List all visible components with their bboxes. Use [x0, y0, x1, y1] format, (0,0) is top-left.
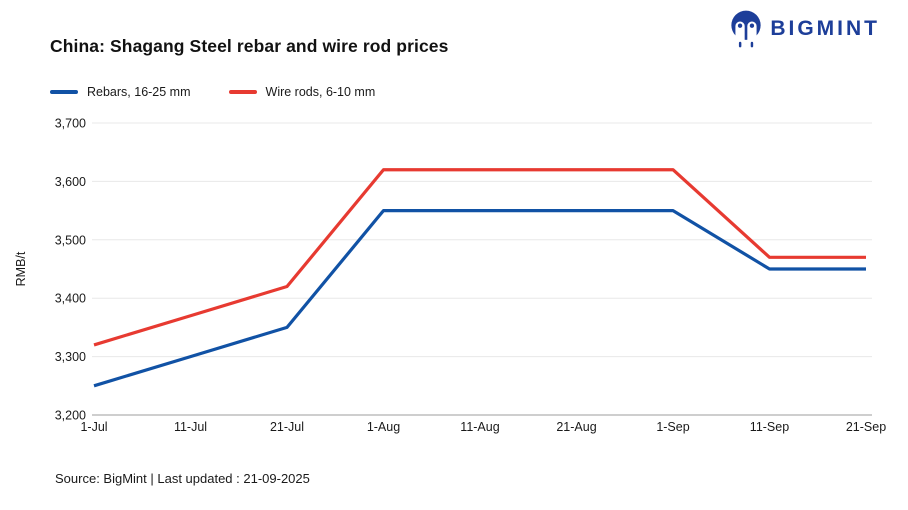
bigmint-logo-text: BIGMINT [770, 17, 880, 40]
legend-label: Wire rods, 6-10 mm [265, 85, 376, 99]
x-tick-label: 21-Aug [556, 420, 596, 434]
x-tick-label: 11-Sep [750, 420, 789, 434]
legend-item-0: Rebars, 16-25 mm [50, 85, 191, 99]
page-title: China: Shagang Steel rebar and wire rod … [50, 36, 449, 56]
price-chart: 3,200 3,300 3,400 3,500 3,600 3,700 1-Jul 11-Ju… [14, 117, 886, 435]
x-tick-label: 11-Jul [174, 420, 207, 434]
y-tick-label: 3,500 [55, 233, 86, 247]
legend-swatch [50, 90, 78, 94]
x-tick-label: 21-Sep [846, 420, 886, 434]
y-tick-label: 3,200 [55, 409, 86, 423]
chart-legend: Rebars, 16-25 mm Wire rods, 6-10 mm [50, 85, 375, 99]
x-tick-label: 21-Jul [270, 420, 304, 434]
x-tick-label: 1-Jul [80, 420, 107, 434]
bigmint-logo: BIGMINT [729, 9, 880, 49]
legend-swatch [228, 90, 257, 94]
series-line-1 [93, 168, 866, 347]
y-tick-label: 3,700 [55, 117, 86, 131]
y-axis-title: RMB/t [14, 251, 28, 286]
source-note: Source: BigMint | Last updated : 21-09-2… [55, 471, 310, 486]
y-tick-label: 3,300 [55, 350, 86, 364]
legend-item-1: Wire rods, 6-10 mm [228, 85, 376, 99]
x-tick-label: 11-Aug [460, 420, 499, 434]
x-tick-label: 1-Sep [656, 420, 689, 434]
bigmint-logo-icon [731, 10, 761, 48]
legend-label: Rebars, 16-25 mm [87, 85, 191, 99]
series-line-0 [93, 208, 866, 388]
y-tick-label: 3,600 [55, 175, 86, 189]
y-tick-label: 3,400 [55, 292, 86, 306]
x-tick-label: 1-Aug [367, 420, 400, 434]
